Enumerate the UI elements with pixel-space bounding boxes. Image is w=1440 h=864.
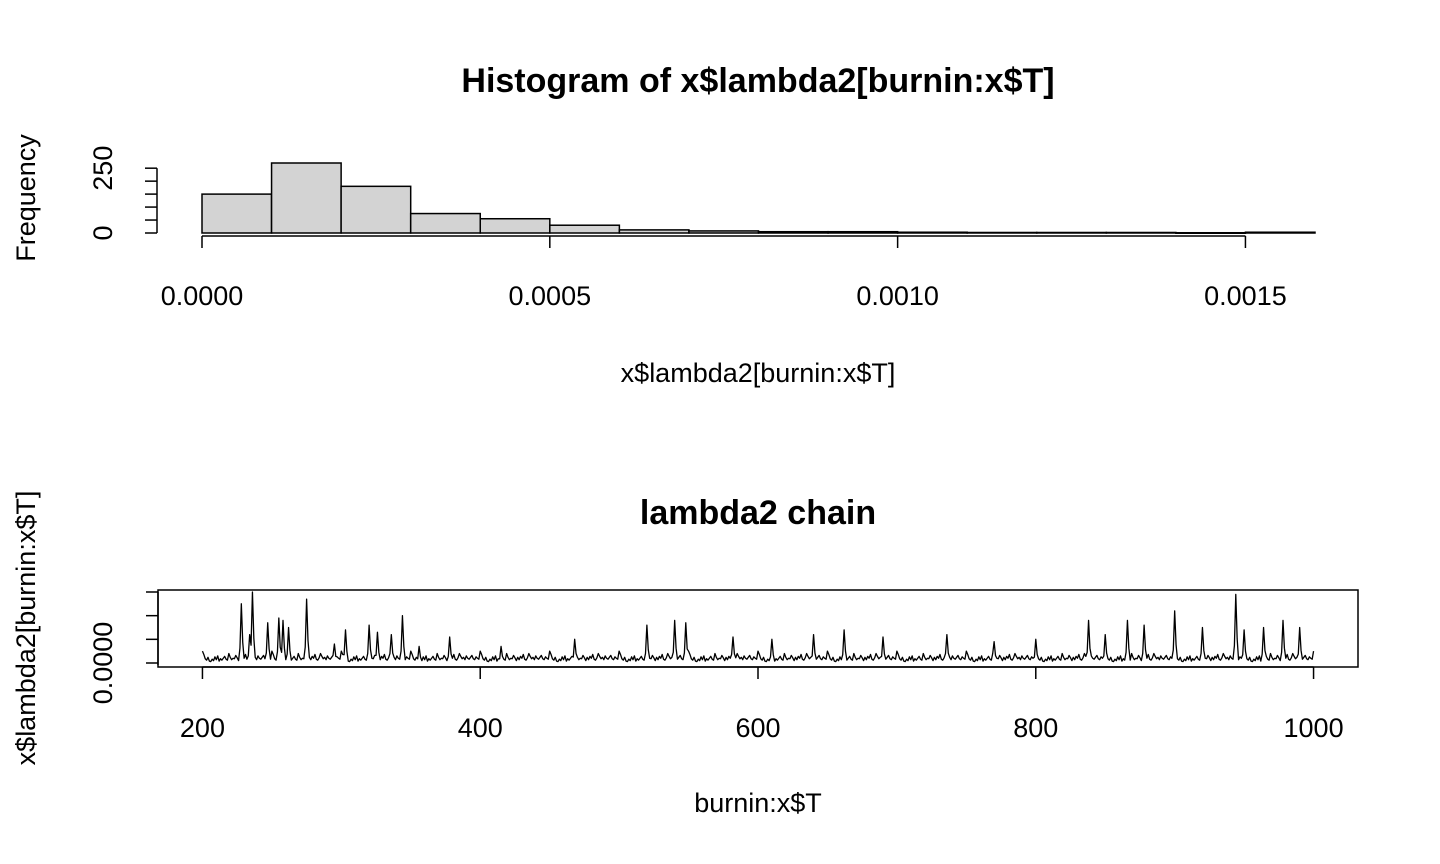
histogram-y-minor-ticks [145, 167, 157, 234]
histogram-x-tick-label: 0.0015 [1204, 281, 1287, 311]
histogram-bar [896, 231, 968, 234]
histogram-x-tick-label: 0.0000 [161, 281, 244, 311]
trace-y-minor-ticks [146, 591, 158, 664]
histogram-bar [966, 231, 1038, 234]
histogram-bar [827, 230, 899, 234]
histogram-bar [1175, 231, 1247, 234]
trace-x-tick-label: 1000 [1284, 713, 1344, 743]
histogram-bar [479, 217, 551, 234]
histogram-panel: Histogram of x$lambda2[burnin:x$T] x$lam… [11, 62, 1316, 388]
histogram-x-axis: 0.0000 0.0005 0.0010 0.0015 [161, 235, 1287, 311]
trace-x-tick-label: 600 [735, 713, 780, 743]
trace-panel: lambda2 chain burnin:x$T x$lambda2[burni… [11, 491, 1359, 818]
histogram-x-tick-label: 0.0005 [509, 281, 592, 311]
trace-ylabel: x$lambda2[burnin:x$T] [11, 491, 41, 766]
histogram-xlabel: x$lambda2[burnin:x$T] [621, 358, 896, 388]
histogram-bars [201, 162, 1316, 234]
histogram-title: Histogram of x$lambda2[burnin:x$T] [461, 62, 1054, 100]
trace-plot-box [157, 589, 1359, 668]
trace-x-tick-label: 800 [1013, 713, 1058, 743]
histogram-bar [1244, 231, 1316, 234]
histogram-bar [688, 230, 760, 234]
histogram-bar [757, 230, 829, 234]
histogram-bar [1105, 231, 1177, 234]
histogram-y-axis: 0 250 [88, 146, 158, 241]
histogram-ylabel: Frequency [11, 134, 41, 262]
trace-series-line [201, 591, 1315, 663]
histogram-y-tick-label: 250 [88, 146, 118, 191]
histogram-bar [409, 212, 481, 234]
histogram-y-tick-label: 0 [88, 225, 118, 240]
histogram-bar [340, 185, 412, 234]
trace-title: lambda2 chain [640, 494, 876, 532]
histogram-x-tick-label: 0.0010 [856, 281, 939, 311]
histogram-bar [1036, 231, 1108, 234]
histogram-bar [270, 162, 342, 234]
trace-x-tick-label: 400 [458, 713, 503, 743]
histogram-bar [618, 229, 690, 234]
trace-y-tick-label: 0.0000 [88, 622, 118, 705]
histogram-bar [201, 193, 273, 234]
histogram-bar [549, 224, 621, 234]
trace-xlabel: burnin:x$T [694, 788, 822, 818]
trace-y-axis: 0.0000 [88, 591, 159, 705]
trace-x-tick-label: 200 [180, 713, 225, 743]
trace-x-axis: 200 400 600 800 1000 [180, 666, 1344, 743]
